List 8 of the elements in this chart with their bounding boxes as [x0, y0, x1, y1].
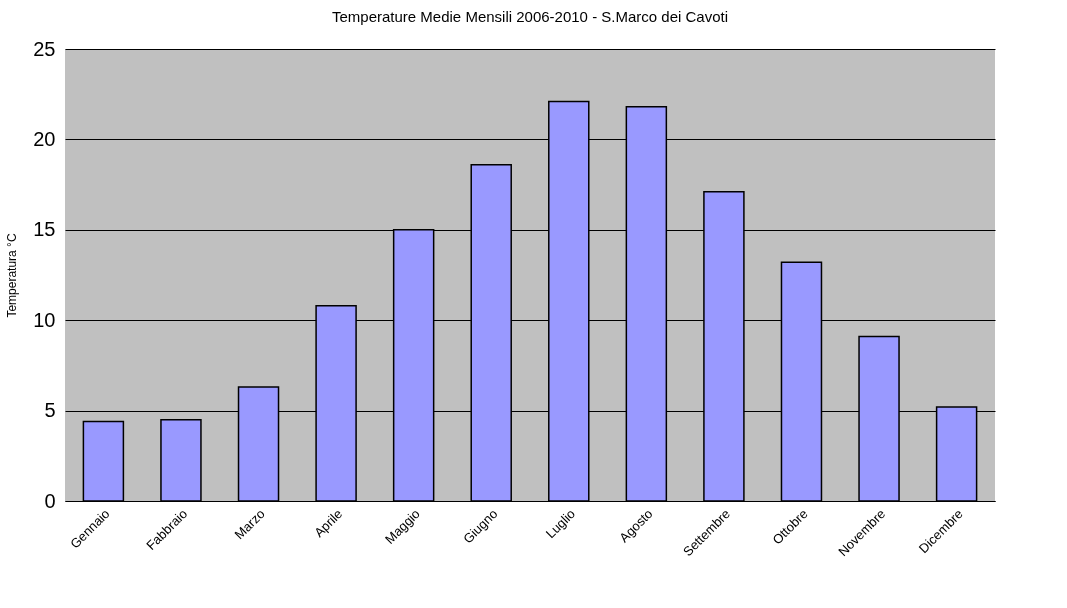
y-tick-label: 5	[44, 399, 56, 422]
chart-title: Temperature Medie Mensili 2006-2010 - S.Marco dei Cavoti	[331, 8, 729, 25]
y-tick-label: 0	[44, 489, 56, 512]
y-tick-label: 20	[33, 127, 56, 150]
y-tick-label: 15	[33, 218, 56, 241]
y-tick-label: 10	[33, 308, 56, 331]
y-axis-title: Temperatura °C	[5, 233, 20, 318]
y-tick-label: 25	[33, 37, 56, 60]
